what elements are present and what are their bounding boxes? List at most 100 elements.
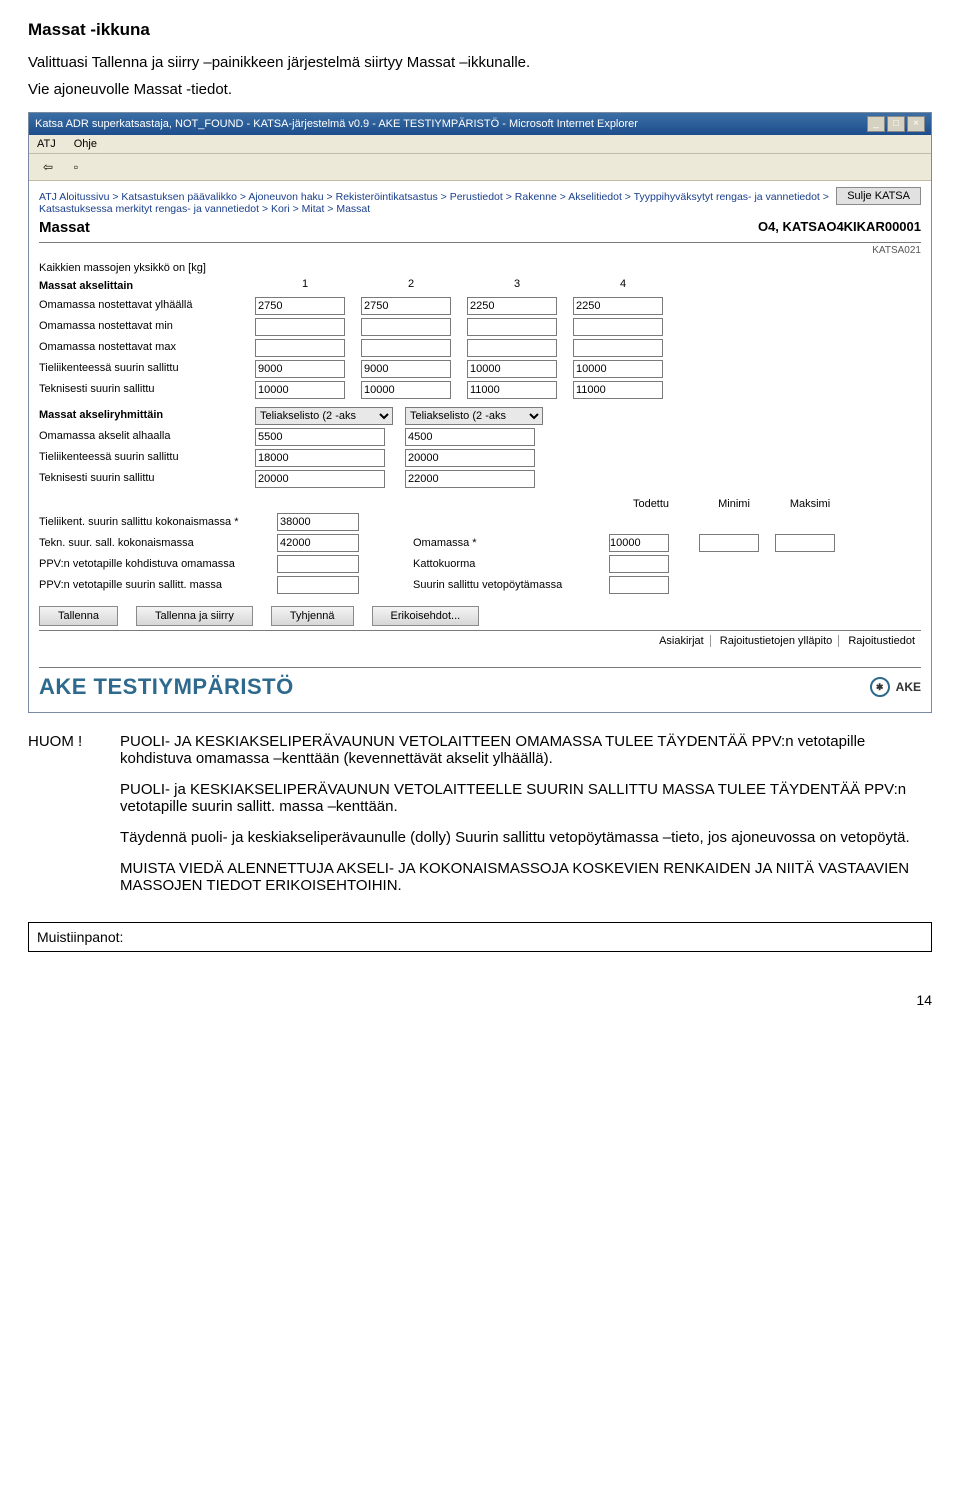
total-input[interactable] [277,534,359,552]
mass-input[interactable] [255,428,385,446]
window-titlebar: Katsa ADR superkatsastaja, NOT_FOUND - K… [29,113,931,135]
massat-ryhmittain-heading: Massat akseliryhmittäin [39,407,249,425]
huom-para-1: PUOLI- JA KESKIAKSELIPERÄVAUNUN VETOLAIT… [120,733,932,767]
ake-logo: ✱ AKE [870,677,921,697]
huom-para-4: MUISTA VIEDÄ ALENNETTUJA AKSELI- JA KOKO… [120,860,932,894]
doc-intro-2: Vie ajoneuvolle Massat -tiedot. [28,81,932,98]
row-label: Kattokuorma [413,556,603,572]
mass-input[interactable] [405,428,535,446]
notes-label: Muistiinpanot: [37,929,123,945]
mass-input[interactable] [467,360,557,378]
close-icon[interactable]: × [907,116,925,132]
maximize-icon[interactable]: □ [887,116,905,132]
section-header: Massat O4, KATSAO4KIKAR00001 [39,217,921,243]
mass-input[interactable] [467,297,557,315]
erikoisehdot-button[interactable]: Erikoisehdot... [372,606,480,626]
mass-input[interactable] [573,339,663,357]
minimize-icon[interactable]: _ [867,116,885,132]
mass-input[interactable] [255,339,345,357]
mass-input[interactable] [361,381,451,399]
mass-input[interactable] [467,318,557,336]
col-head-3: 3 [467,278,567,294]
totals-grid: Todettu Minimi Maksimi Tieliikent. suuri… [39,498,921,594]
window-title: Katsa ADR superkatsastaja, NOT_FOUND - K… [35,118,638,130]
mass-input[interactable] [255,381,345,399]
mass-input[interactable] [255,360,345,378]
breadcrumb[interactable]: ATJ Aloitussivu > Katsastuksen päävalikk… [39,191,921,215]
col-head-1: 1 [255,278,355,294]
row-label: Omamassa nostettavat ylhäällä [39,297,249,315]
mass-input[interactable] [405,470,535,488]
menu-atj[interactable]: ATJ [37,138,56,150]
page-number: 14 [28,992,932,1008]
stop-icon[interactable]: ▫ [65,158,87,176]
section-vehicle-id: O4, KATSAO4KIKAR00001 [758,219,921,236]
minimi-head: Minimi [699,498,769,510]
row-label: Tieliikenteessä suurin sallittu [39,360,249,378]
omamassa-input[interactable] [609,534,669,552]
browser-window: Katsa ADR superkatsastaja, NOT_FOUND - K… [28,112,932,713]
row-label: PPV:n vetotapille kohdistuva omamassa [39,556,271,572]
doc-intro-1: Valittuasi Tallenna ja siirry –painikkee… [28,54,932,71]
asiakirjat-link[interactable]: Asiakirjat [653,635,711,647]
mass-input[interactable] [573,297,663,315]
ake-label: AKE [896,680,921,694]
mass-input[interactable] [467,339,557,357]
sulje-katsa-button[interactable]: Sulje KATSA [836,187,921,205]
button-row: Tallenna Tallenna ja siirry Tyhjennä Eri… [39,606,921,626]
row-label: PPV:n vetotapille suurin sallitt. massa [39,577,271,593]
menu-ohje[interactable]: Ohje [74,138,97,150]
mass-input[interactable] [255,449,385,467]
env-text: AKE TESTIYMPÄRISTÖ [39,674,294,700]
minimi-input[interactable] [699,534,759,552]
env-banner: AKE TESTIYMPÄRISTÖ ✱ AKE [39,667,921,700]
mass-input[interactable] [573,360,663,378]
huom-label: HUOM ! [28,733,108,908]
row-label: Tekn. suur. sall. kokonaismassa [39,535,271,551]
mass-input[interactable] [255,318,345,336]
tyhjenna-button[interactable]: Tyhjennä [271,606,354,626]
col-head-2: 2 [361,278,461,294]
mass-input[interactable] [361,360,451,378]
row-label [413,520,603,524]
doc-heading: Massat -ikkuna [28,20,932,40]
mass-input[interactable] [361,297,451,315]
tallenna-button[interactable]: Tallenna [39,606,118,626]
row-label: Omamassa nostettavat min [39,318,249,336]
massat-ryhmittain-grid: Massat akseliryhmittäin Teliakselisto (2… [39,407,921,488]
mass-input[interactable] [573,318,663,336]
axle-group-select-1[interactable]: Teliakselisto (2 -aks [255,407,393,425]
row-label: Omamassa akselit alhaalla [39,428,249,446]
huom-para-3: Täydennä puoli- ja keskiakseliperävaunul… [120,829,932,846]
total-input[interactable] [277,513,359,531]
axle-group-select-2[interactable]: Teliakselisto (2 -aks [405,407,543,425]
todettu-head: Todettu [609,498,693,510]
window-controls: _ □ × [867,116,925,132]
mass-input[interactable] [405,449,535,467]
kattokuorma-input[interactable] [609,555,669,573]
notes-box: Muistiinpanot: [28,922,932,952]
unit-label: Kaikkien massojen yksikkö on [kg] [39,262,921,274]
total-input[interactable] [277,555,359,573]
huom-para-2: PUOLI- ja KESKIAKSELIPERÄVAUNUN VETOLAIT… [120,781,932,815]
mass-input[interactable] [573,381,663,399]
total-input[interactable] [277,576,359,594]
rajoitustiedot-link[interactable]: Rajoitustiedot [842,635,921,647]
huom-body: PUOLI- JA KESKIAKSELIPERÄVAUNUN VETOLAIT… [120,733,932,908]
vetopoyta-input[interactable] [609,576,669,594]
mass-input[interactable] [361,339,451,357]
row-label: Tieliikenteessä suurin sallittu [39,449,249,467]
tallenna-ja-siirry-button[interactable]: Tallenna ja siirry [136,606,253,626]
row-label: Omamassa * [413,535,603,551]
bottom-link-row: Asiakirjat Rajoitustietojen ylläpito Raj… [39,630,921,647]
mass-input[interactable] [361,318,451,336]
rajoitustietojen-yllapito-link[interactable]: Rajoitustietojen ylläpito [714,635,840,647]
row-label: Omamassa nostettavat max [39,339,249,357]
panel-id: KATSA021 [39,245,921,256]
mass-input[interactable] [255,297,345,315]
maksimi-input[interactable] [775,534,835,552]
mass-input[interactable] [467,381,557,399]
back-icon[interactable]: ⇦ [37,158,59,176]
mass-input[interactable] [255,470,385,488]
ake-circle-icon: ✱ [870,677,890,697]
